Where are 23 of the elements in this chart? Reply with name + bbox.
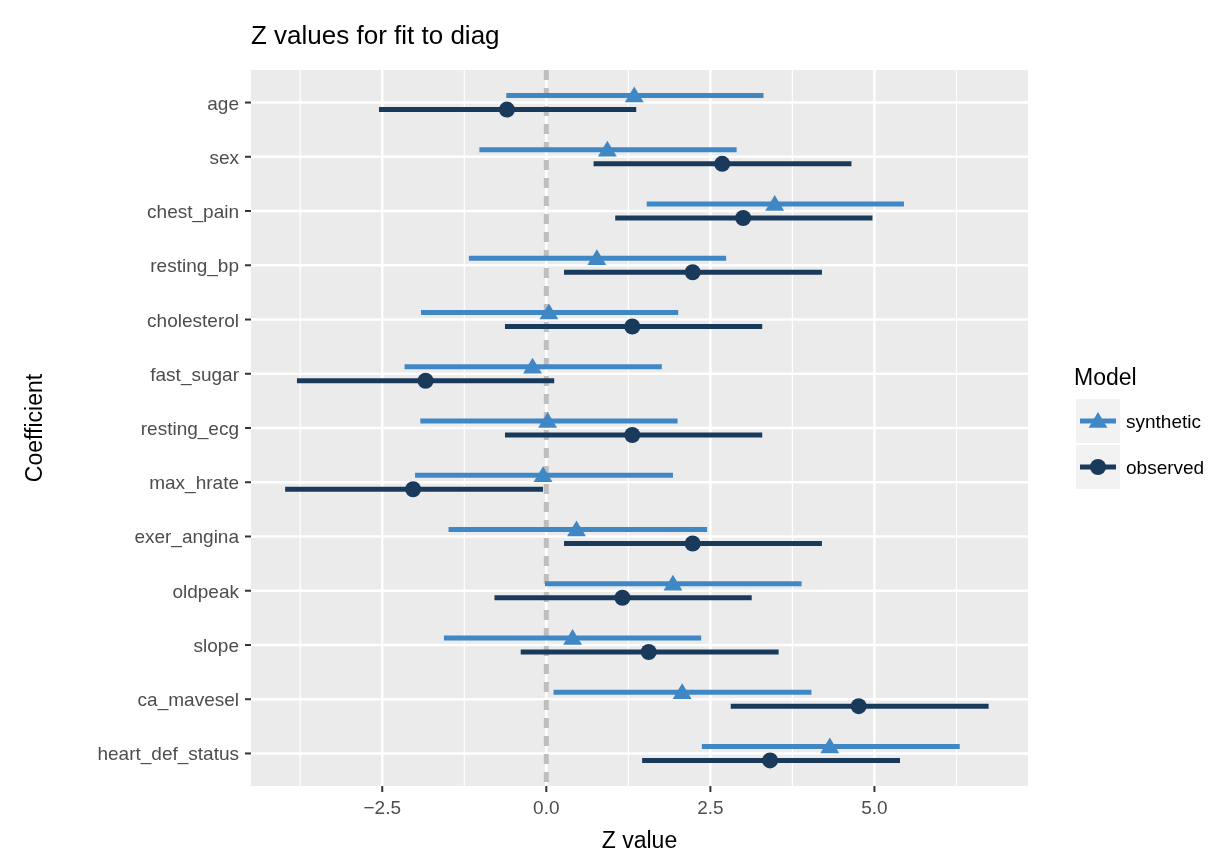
y-tick-label: oldpeak bbox=[172, 580, 240, 602]
legend-title: Model bbox=[1074, 364, 1137, 390]
legend-label: synthetic bbox=[1126, 411, 1201, 432]
y-tick-label: max_hrate bbox=[149, 472, 239, 495]
x-tick-label: −2.5 bbox=[363, 797, 402, 818]
y-tick-label: exer_angina bbox=[134, 526, 240, 549]
y-tick-label: heart_def_status bbox=[97, 743, 239, 766]
y-tick-label: age bbox=[207, 92, 239, 114]
x-tick-label: 2.5 bbox=[697, 797, 724, 818]
y-tick-label: resting_bp bbox=[150, 255, 239, 278]
y-tick-label: sex bbox=[209, 146, 240, 168]
legend-label: observed bbox=[1126, 457, 1205, 478]
y-tick-label: fast_sugar bbox=[150, 363, 240, 386]
y-tick-label: chest_pain bbox=[147, 201, 239, 224]
x-axis-title: Z value bbox=[601, 827, 678, 848]
x-tick-label: 0.0 bbox=[533, 797, 560, 818]
x-tick-label: 5.0 bbox=[861, 797, 888, 818]
chart-title: Z values for fit to diag bbox=[251, 20, 500, 50]
y-tick-label: ca_mavesel bbox=[137, 689, 239, 712]
y-tick-label: cholesterol bbox=[147, 309, 239, 331]
y-axis-title: Coefficient bbox=[21, 373, 47, 483]
y-tick-label: resting_ecg bbox=[140, 418, 239, 440]
y-tick-label: slope bbox=[193, 634, 239, 656]
